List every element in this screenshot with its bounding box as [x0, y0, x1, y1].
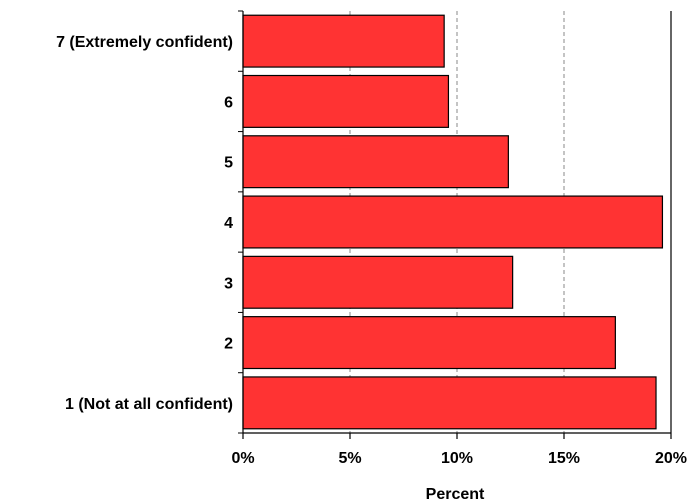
x-tick-label-10: 10%	[441, 450, 473, 467]
bar-3	[242, 135, 509, 189]
bar-5	[242, 255, 514, 309]
category-label-2: 6	[224, 94, 233, 111]
x-tick-label-5: 5%	[338, 450, 361, 467]
x-tick-label-15: 15%	[548, 450, 580, 467]
x-tick-labels: 0% 5% 10% 15% 20%	[231, 450, 687, 467]
bars	[242, 14, 664, 430]
bar-1	[242, 14, 445, 68]
x-tick-label-20: 20%	[655, 450, 687, 467]
category-label-4: 4	[224, 215, 233, 232]
category-label-7: 1 (Not at all confident)	[65, 396, 233, 413]
category-label-6: 2	[224, 336, 233, 353]
category-label-3: 5	[224, 155, 233, 172]
bar-4	[242, 195, 664, 249]
category-label-5: 3	[224, 275, 233, 292]
x-tick-label-0: 0%	[231, 450, 254, 467]
category-labels: 7 (Extremely confident) 6 5 4 3 2 1 (Not at al…	[56, 34, 233, 413]
category-label-1: 7 (Extremely confident)	[56, 34, 233, 51]
x-axis-title: Percent	[426, 486, 485, 503]
axes	[238, 10, 672, 439]
bar-7	[242, 376, 657, 430]
bar-6	[242, 316, 616, 370]
bar-2	[242, 74, 450, 128]
